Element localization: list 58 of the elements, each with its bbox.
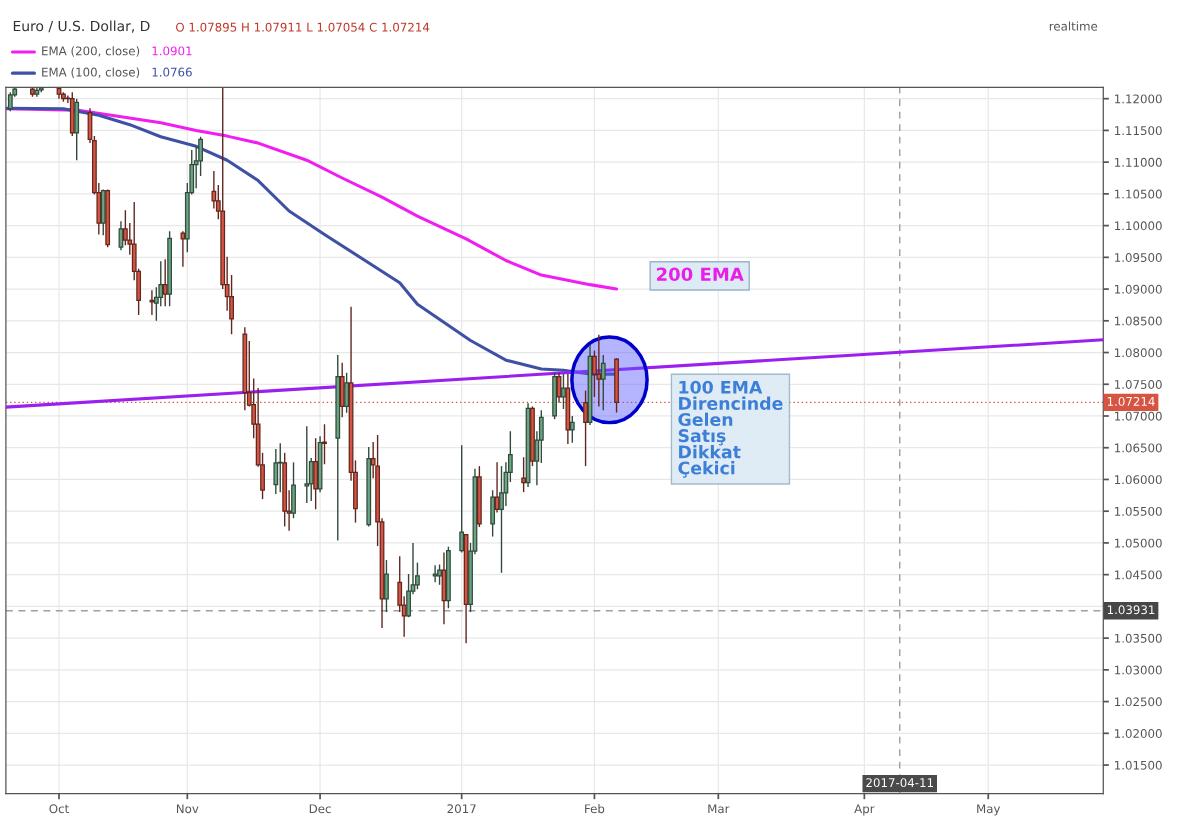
candlestick — [432, 564, 438, 583]
x-tick-label: Oct — [49, 804, 69, 814]
text: realtime — [1049, 21, 1098, 31]
y-tick-label: 1.11000 — [1115, 157, 1162, 167]
y-tick-label: 1.03000 — [1115, 665, 1162, 675]
annotation: 100 EMA Direncinde Gelen Satış Dikkat Çekici — [678, 380, 783, 478]
y-tick-label: 1.10000 — [1115, 221, 1162, 231]
candlestick — [304, 425, 310, 504]
x-tick-label: Apr — [854, 804, 875, 816]
x-tick-label: Mar — [708, 804, 730, 814]
candlestick — [499, 465, 504, 574]
candlestick — [437, 563, 442, 586]
y-tick-label: 1.07000 — [1115, 411, 1162, 421]
text: O 1.07895 H 1.07911 L 1.07054 C 1.07214 — [176, 22, 430, 32]
chart-title: Euro / U.S. Dollar, D — [13, 20, 150, 33]
candlestick — [273, 448, 279, 495]
y-tick-label: 1.02500 — [1115, 697, 1162, 707]
y-tick-label: 1.07500 — [1115, 379, 1162, 389]
ref-line-label: 1.07214 — [1107, 396, 1155, 406]
y-tick-label: 1.04500 — [1115, 570, 1162, 580]
x-tick-label: Nov — [176, 804, 199, 814]
candlestick — [561, 373, 566, 410]
x-tick-label: May — [977, 804, 1001, 816]
y-tick-label: 1.08000 — [1115, 348, 1162, 358]
candlestick — [521, 456, 527, 493]
y-tick-label: 1.05000 — [1115, 538, 1162, 548]
candlestick — [569, 415, 575, 444]
y-tick-label: 1.12000 — [1115, 94, 1162, 104]
y-tick-label: 1.08500 — [1115, 316, 1162, 326]
candlestick — [459, 444, 465, 554]
text: 1.0901 — [152, 46, 192, 56]
candlestick — [600, 354, 606, 411]
x-tick-label: Dec — [309, 804, 331, 814]
y-tick-label: 1.05500 — [1115, 506, 1162, 516]
ref-line-label: 2017-04-11 — [866, 778, 933, 788]
y-tick-label: 1.01500 — [1115, 760, 1162, 770]
candlestick — [180, 230, 186, 268]
annotation: 200 EMA — [656, 267, 744, 282]
y-tick-label: 1.06500 — [1115, 443, 1162, 453]
y-tick-label: 1.02000 — [1115, 729, 1162, 738]
y-tick-label: 1.10500 — [1115, 189, 1162, 199]
y-tick-label: 1.03500 — [1115, 633, 1162, 643]
x-tick-label: 2017 — [447, 804, 476, 814]
y-tick-label: 1.09000 — [1115, 284, 1162, 294]
legend-label: EMA (100, close) — [42, 67, 140, 78]
candlestick — [344, 372, 350, 414]
candlestick — [277, 442, 283, 493]
ref-line-label: 1.03931 — [1107, 605, 1155, 615]
legend-label: EMA (200, close) — [42, 46, 140, 57]
candlestick — [211, 170, 217, 210]
candlestick — [596, 334, 602, 408]
x-tick-label: Feb — [585, 804, 605, 814]
candlestick — [322, 423, 327, 465]
y-tick-label: 1.06000 — [1115, 475, 1162, 485]
y-tick-label: 1.11500 — [1115, 126, 1162, 136]
y-tick-label: 1.09500 — [1115, 253, 1162, 262]
text: 1.0766 — [152, 67, 192, 77]
candlestick — [7, 91, 13, 113]
